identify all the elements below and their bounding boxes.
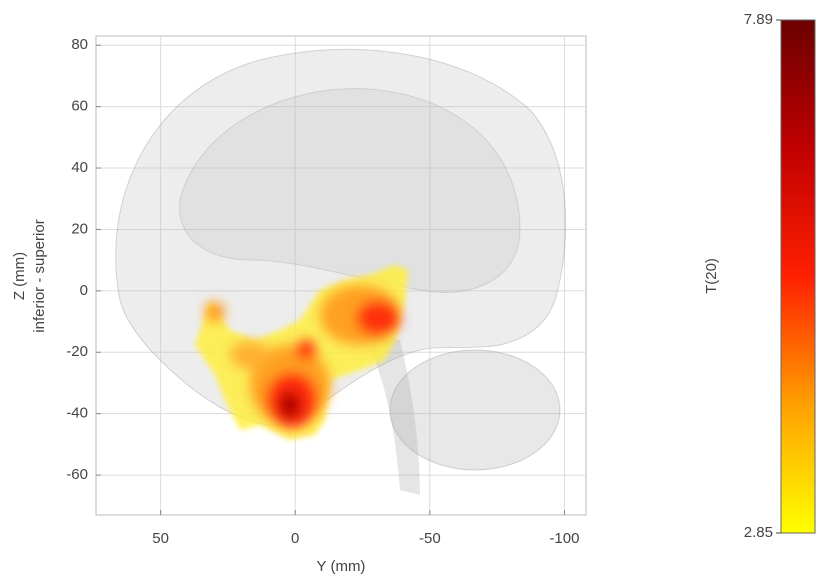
- y-tick-label: 60: [71, 98, 88, 115]
- y-tick-label: -60: [66, 466, 88, 483]
- y-tick-label: -20: [66, 343, 88, 360]
- y-tick-label: 0: [80, 282, 88, 299]
- x-tick-label: 50: [152, 530, 169, 547]
- x-tick-label: 0: [291, 530, 299, 547]
- colorbar: [780, 19, 816, 534]
- activation-blobs: [205, 285, 400, 428]
- cortex-fold: [179, 88, 521, 293]
- brain: [115, 48, 567, 495]
- colorbar-label: T(20): [703, 258, 720, 294]
- y-tick-label: 80: [71, 36, 88, 53]
- y-tick-label: 20: [71, 220, 88, 237]
- x-axis-label: Y (mm): [317, 558, 366, 575]
- x-tick-label: -100: [549, 530, 579, 547]
- y-tick-label: 40: [71, 159, 88, 176]
- y-axis-label: Z (mm): [11, 252, 28, 300]
- colorbar-tick-label: 7.89: [744, 11, 773, 28]
- plot-area: [95, 35, 587, 516]
- x-tick-label: -50: [419, 530, 441, 547]
- y-axis-label: inferior - superior: [31, 219, 48, 332]
- cerebellum: [389, 349, 561, 471]
- colorbar-tick-label: 2.85: [744, 524, 773, 541]
- y-tick-label: -40: [66, 405, 88, 422]
- brainstem: [360, 330, 420, 495]
